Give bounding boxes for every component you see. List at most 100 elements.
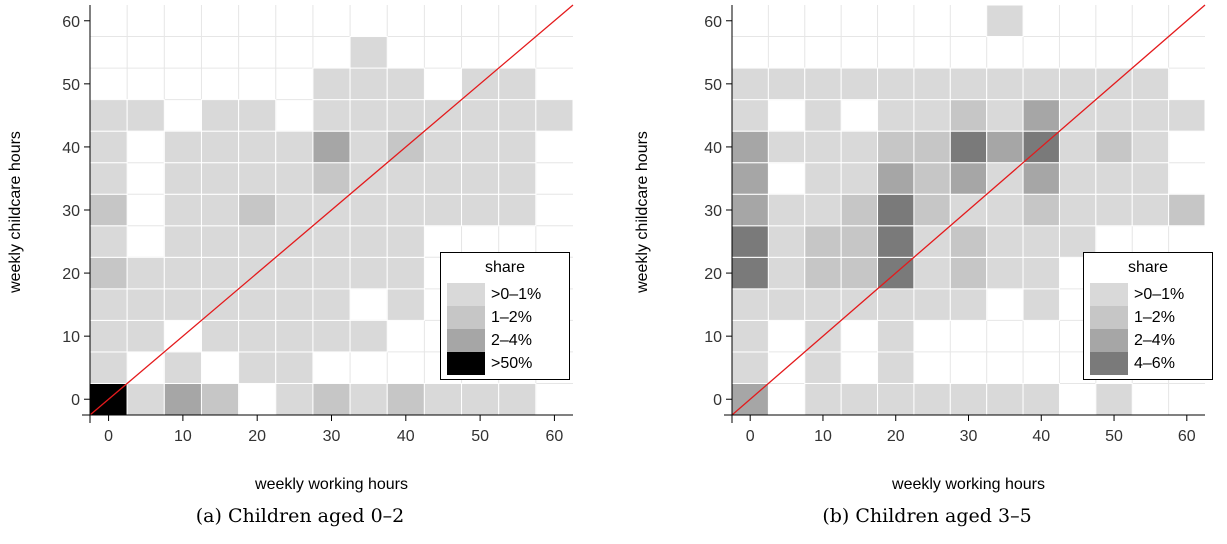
heatmap-cell (238, 99, 277, 132)
heatmap-cell (1022, 382, 1060, 416)
heatmap-cell (1022, 225, 1060, 258)
heatmap-cell (949, 225, 988, 258)
legend-swatch (447, 329, 485, 352)
heatmap-cell (1022, 67, 1060, 101)
reference-line (731, 4, 1206, 416)
heatmap-cell (275, 382, 314, 416)
heatmap-cell (423, 162, 463, 195)
x-tick-label: 50 (1105, 428, 1123, 445)
heatmap-cell (349, 225, 388, 258)
legend-item: >0–1% (1084, 283, 1212, 306)
heatmap-cell (89, 130, 128, 164)
heatmap-cell (1058, 130, 1097, 164)
heatmap-cell (913, 162, 951, 195)
heatmap-cell (986, 4, 1024, 38)
heatmap-cell (461, 130, 500, 164)
heatmap-cell (877, 193, 915, 227)
heatmap-cell (461, 193, 500, 227)
heatmap-cell (498, 382, 537, 416)
heatmap-cell (461, 99, 500, 132)
heatmap-cell (767, 67, 806, 101)
heatmap-cell (1168, 193, 1206, 227)
figure-caption: (b) Children aged 3–5 (822, 505, 1032, 527)
heatmap-cell (804, 193, 842, 227)
heatmap-cell (731, 130, 769, 164)
heatmap-cell (312, 319, 351, 353)
heatmap-cell (804, 225, 842, 258)
x-tick-label: 10 (814, 428, 832, 445)
heatmap-cell (913, 288, 951, 321)
heatmap-cell (89, 288, 128, 321)
heatmap-cell (1022, 256, 1060, 290)
reference-line (89, 4, 574, 416)
x-tick-label: 60 (546, 428, 564, 445)
heatmap-cell (89, 99, 128, 132)
x-tick-label: 60 (1178, 428, 1196, 445)
heatmap-cell (349, 99, 388, 132)
heatmap-cell (126, 99, 165, 132)
heatmap-cell (877, 288, 915, 321)
heatmap-cell (275, 130, 314, 164)
heatmap-cell (498, 162, 537, 195)
heatmap-cell (804, 99, 842, 132)
y-tick-label: 10 (704, 329, 722, 346)
heatmap-cell (767, 288, 806, 321)
axes: 0 10 20 30 40 50 60 0 10 20 30 40 50 60 (704, 5, 1205, 445)
heatmap-cell (386, 225, 425, 258)
legend-label: >0–1% (491, 286, 542, 303)
heatmap-cell (877, 130, 915, 164)
heatmap-cell (238, 162, 277, 195)
x-tick-label: 30 (323, 428, 341, 445)
legend-label: 4–6% (1134, 355, 1175, 372)
heatmap-cell (423, 130, 463, 164)
heatmap-cell (349, 130, 388, 164)
heatmap-cell (1131, 67, 1170, 101)
heatmap-cell (986, 67, 1024, 101)
heatmap-cell (163, 193, 202, 227)
heatmap-cell (461, 382, 500, 416)
heatmap-cell (238, 130, 277, 164)
legend-swatch (447, 283, 485, 306)
heatmap-cell (877, 351, 915, 384)
heatmap-cell (535, 99, 574, 132)
x-axis-title: weekly working hours (891, 476, 1045, 493)
heatmap-cell (1058, 193, 1097, 227)
legend-label: 1–2% (491, 309, 532, 326)
heatmap-cell (312, 256, 351, 290)
heatmap-cell (349, 193, 388, 227)
heatmap-cell (731, 225, 769, 258)
heatmap-cell (386, 256, 425, 290)
x-tick-label: 10 (174, 428, 192, 445)
heatmap-cell (1058, 162, 1097, 195)
legend-item: 4–6% (1084, 352, 1212, 375)
heatmap-cell (804, 382, 842, 416)
heatmap-cell (200, 99, 240, 132)
heatmap-cell (877, 67, 915, 101)
heatmap-cell (349, 256, 388, 290)
heatmap-cell (349, 67, 388, 101)
heatmap-cell (1095, 193, 1133, 227)
heatmap-cell (986, 256, 1024, 290)
heatmap-cell (731, 319, 769, 353)
legend-label: >50% (491, 355, 533, 372)
heatmap-cell (804, 351, 842, 384)
heatmap-cell (498, 130, 537, 164)
heatmap-cell (200, 319, 240, 353)
heatmap-cell (913, 382, 951, 416)
legend-label: >0–1% (1134, 286, 1185, 303)
heatmap-cell (804, 288, 842, 321)
heatmap-cell (804, 67, 842, 101)
heatmap-cell (840, 382, 879, 416)
heatmap-cell (89, 225, 128, 258)
heatmap-cell (386, 99, 425, 132)
heatmap-cell (1131, 162, 1170, 195)
heatmap-cell (840, 67, 879, 101)
heatmap-cell (275, 351, 314, 384)
heatmap-cell (163, 382, 202, 416)
heatmap-cell (877, 319, 915, 353)
heatmap-cell (804, 130, 842, 164)
heatmap-cell (89, 319, 128, 353)
heatmap-cell (1022, 99, 1060, 132)
heatmap-cell (89, 351, 128, 384)
heatmap-cell (877, 99, 915, 132)
